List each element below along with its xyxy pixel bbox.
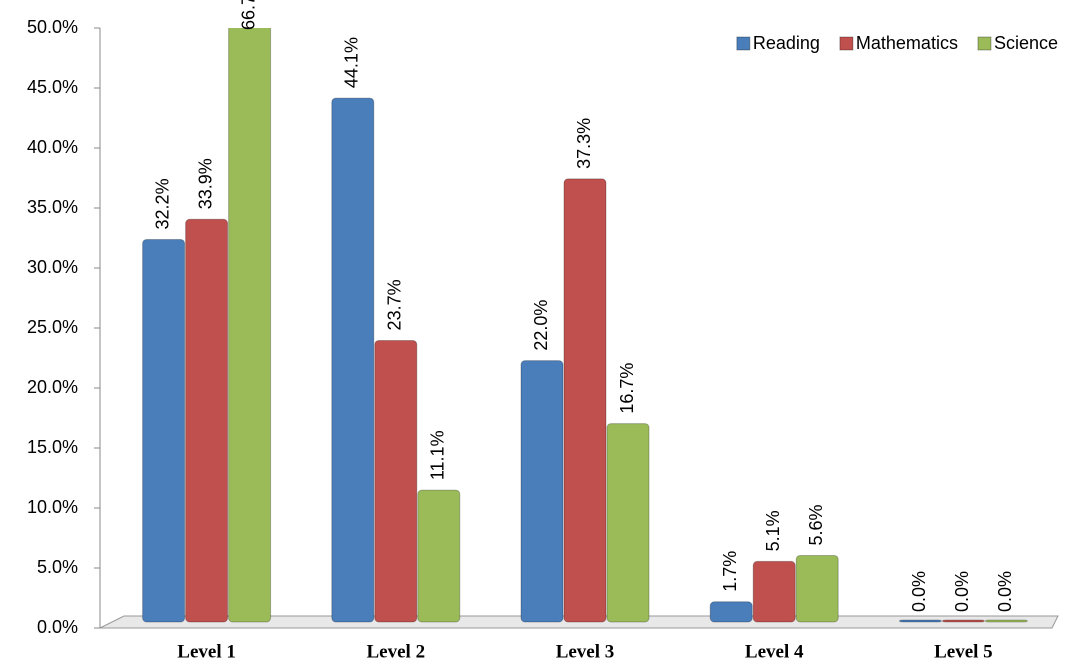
x-tick-label: Level 1 [177, 641, 236, 662]
bar [795, 554, 839, 623]
y-tick-label: 0.0% [37, 617, 78, 637]
legend-swatch [977, 36, 992, 51]
y-tick-label: 5.0% [37, 557, 78, 577]
y-tick-label: 15.0% [27, 437, 78, 457]
value-label: 1.7% [720, 551, 740, 592]
value-label: 0.0% [952, 571, 972, 612]
value-label: 66.7% [238, 0, 258, 30]
bar [374, 339, 418, 623]
value-label: 16.7% [617, 363, 637, 414]
x-tick-label: Level 5 [934, 641, 993, 662]
legend-label: Mathematics [856, 33, 958, 53]
x-tick-label: Level 4 [745, 641, 804, 662]
value-label: 33.9% [195, 158, 215, 209]
bar [331, 97, 375, 623]
legend-swatch [736, 36, 751, 51]
legend-label: Reading [753, 33, 820, 53]
bar [520, 360, 564, 623]
y-tick-label: 50.0% [27, 17, 78, 37]
y-tick-label: 30.0% [27, 257, 78, 277]
y-tick-label: 35.0% [27, 197, 78, 217]
bar [142, 238, 186, 623]
bars [142, 28, 1028, 623]
y-tick-label: 40.0% [27, 137, 78, 157]
bar [417, 489, 461, 623]
y-tick-label: 25.0% [27, 317, 78, 337]
value-label: 0.0% [909, 571, 929, 612]
x-tick-label: Level 2 [367, 641, 426, 662]
bar [984, 619, 1028, 623]
value-label: 5.1% [763, 510, 783, 551]
x-tick-label: Level 3 [556, 641, 615, 662]
bar [898, 619, 942, 623]
value-label: 5.6% [806, 504, 826, 545]
bar [709, 601, 753, 623]
legend-label: Science [994, 33, 1058, 53]
value-label: 0.0% [995, 571, 1015, 612]
value-label: 32.2% [152, 178, 172, 229]
y-tick-label: 20.0% [27, 377, 78, 397]
bar [563, 178, 607, 623]
value-label: 22.0% [531, 300, 551, 351]
legend-swatch [839, 36, 854, 51]
bar [752, 560, 796, 623]
value-label: 37.3% [574, 118, 594, 169]
y-tick-label: 45.0% [27, 77, 78, 97]
bar [228, 28, 272, 623]
value-label: 44.1% [342, 37, 362, 88]
value-label: 11.1% [428, 430, 448, 480]
bar [185, 218, 229, 623]
bar [941, 619, 985, 623]
value-label: 23.7% [385, 279, 405, 330]
bar [606, 423, 650, 623]
y-tick-label: 10.0% [27, 497, 78, 517]
